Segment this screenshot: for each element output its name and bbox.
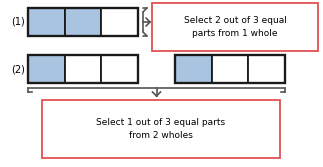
- Text: (1): (1): [11, 17, 25, 27]
- Bar: [101, 8, 138, 36]
- Text: Select 1 out of 3 equal parts
from 2 wholes: Select 1 out of 3 equal parts from 2 who…: [97, 118, 225, 140]
- Bar: [28, 55, 138, 83]
- Bar: [175, 55, 212, 83]
- Bar: [175, 55, 285, 83]
- Bar: [212, 55, 248, 83]
- Bar: [152, 3, 318, 51]
- Bar: [65, 8, 101, 36]
- Bar: [248, 55, 285, 83]
- Bar: [65, 55, 101, 83]
- Text: Select 2 out of 3 equal
parts from 1 whole: Select 2 out of 3 equal parts from 1 who…: [183, 16, 287, 38]
- Bar: [28, 55, 65, 83]
- Bar: [28, 8, 65, 36]
- Bar: [28, 8, 138, 36]
- Text: (2): (2): [11, 64, 25, 74]
- Bar: [101, 55, 138, 83]
- Bar: [42, 100, 280, 158]
